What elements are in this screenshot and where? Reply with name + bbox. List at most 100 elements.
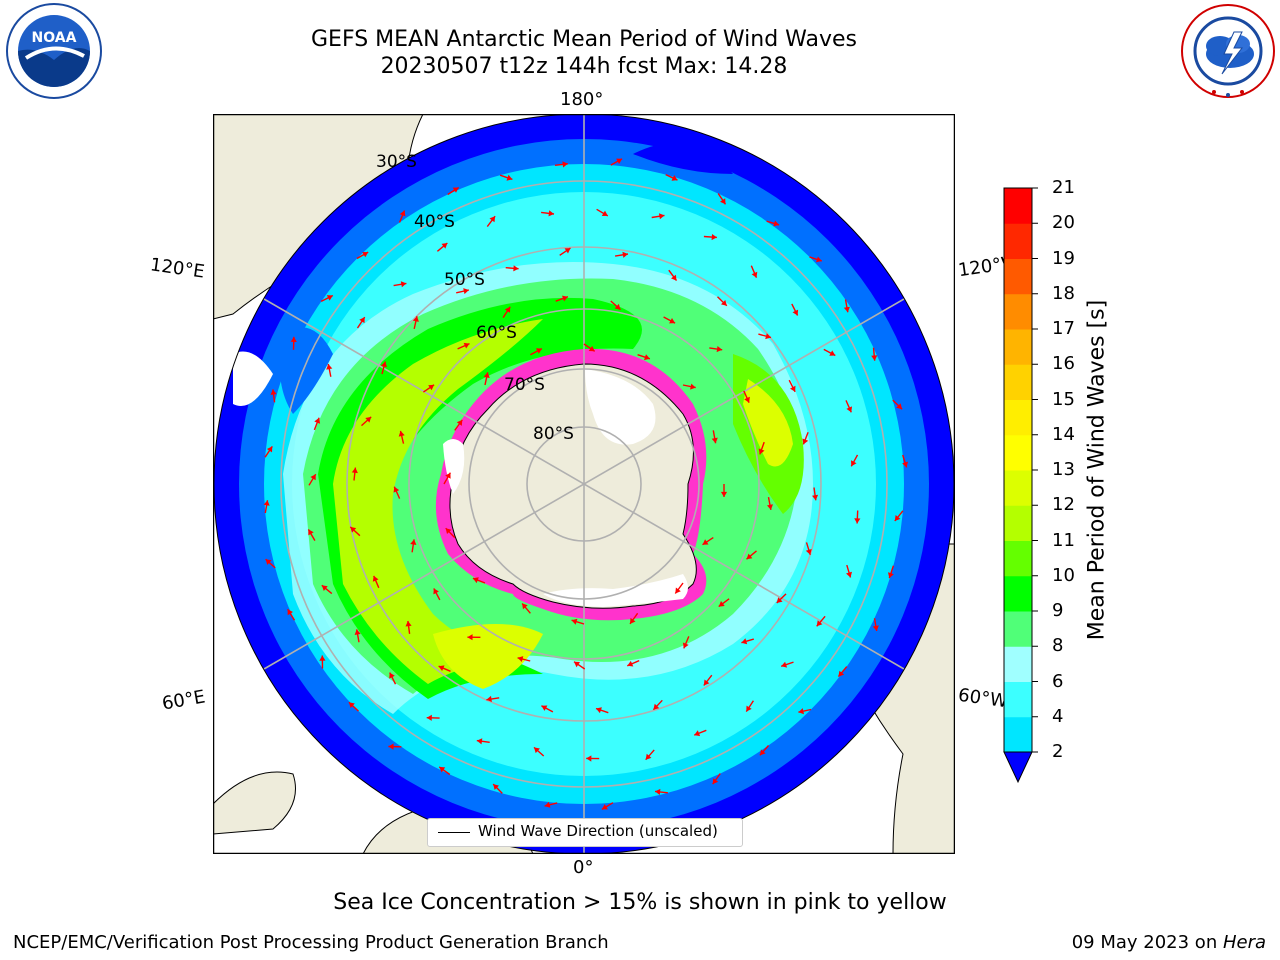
colorbar-tick-label: 21 — [1052, 177, 1075, 198]
wave-direction-arrowhead — [326, 364, 333, 370]
colorbar-segment — [1004, 575, 1032, 612]
wave-direction-arrowhead — [266, 446, 273, 453]
colorbar-tick-label: 15 — [1052, 388, 1075, 410]
wave-direction-arrowhead — [746, 705, 752, 712]
wave-direction-arrowhead — [790, 385, 796, 392]
wave-direction-arrowhead — [671, 274, 677, 281]
wave-direction-arrowhead — [744, 396, 750, 403]
wave-direction-arrowhead — [452, 187, 459, 193]
wave-direction-arrowhead — [751, 271, 758, 278]
lat-label-50s: 50°S — [444, 270, 485, 290]
map-legend: Wind Wave Direction (unscaled) — [427, 818, 743, 847]
colorbar-tick-label: 2 — [1052, 741, 1064, 762]
wave-direction-arrowhead — [720, 198, 726, 205]
wave-direction-arrowhead — [767, 504, 773, 510]
colorbar-label: Mean Period of Wind Waves [s] — [1084, 299, 1110, 641]
noaa-logo: NOAA — [4, 2, 104, 100]
wave-direction-arrowhead — [265, 559, 272, 565]
chart-subtitle: 20230507 t12z 144h fcst Max: 14.28 — [380, 54, 788, 79]
wave-direction-arrowhead — [746, 553, 753, 560]
wave-direction-arrowhead — [622, 251, 628, 258]
colorbar-segment — [1004, 505, 1032, 541]
noaa-logo-text: NOAA — [32, 30, 77, 46]
land-madagascar — [813, 114, 955, 254]
legend-line-swatch — [438, 832, 470, 833]
wave-direction-arrowhead — [399, 210, 406, 217]
wave-direction-arrowhead — [718, 601, 725, 607]
colorbar-tick-label: 20 — [1052, 212, 1075, 234]
lon-label-180: 180° — [560, 89, 604, 110]
wave-direction-arrowhead — [400, 281, 407, 288]
wave-direction-arrowhead — [326, 295, 333, 301]
wave-direction-arrowhead — [690, 383, 696, 390]
wave-direction-arrowhead — [703, 679, 710, 686]
wave-direction-arrowhead — [350, 526, 357, 533]
polar-map — [212, 113, 956, 855]
wave-direction-arrowhead — [308, 529, 314, 536]
wave-direction-arrowhead — [851, 460, 857, 467]
wave-direction-arrowhead — [489, 216, 496, 223]
wave-direction-arrowhead — [438, 665, 445, 672]
wave-direction-arrowhead — [798, 708, 804, 715]
colorbar-tick-label: 9 — [1052, 600, 1064, 621]
wave-direction-arrowhead — [463, 342, 470, 349]
wave-direction-arrowhead — [682, 642, 689, 649]
colorbar-segment — [1004, 470, 1032, 506]
wave-direction-arrowhead — [655, 788, 661, 795]
wave-direction-arrowhead — [486, 695, 492, 702]
wave-direction-arrowhead — [463, 288, 469, 295]
wave-direction-arrowhead — [433, 588, 439, 595]
lon-label-60e: 60°E — [160, 686, 207, 715]
wave-direction-arrowhead — [829, 350, 836, 356]
wave-direction-arrowhead — [534, 747, 540, 754]
colorbar-tick-label: 16 — [1052, 353, 1075, 375]
wave-direction-arrowhead — [781, 661, 788, 668]
wave-direction-arrowhead — [472, 577, 479, 584]
wave-direction-arrowhead — [586, 755, 592, 762]
wave-direction-arrowhead — [671, 175, 678, 181]
wave-direction-arrowhead — [838, 670, 845, 677]
wind-wave-arrows — [263, 158, 908, 810]
wave-direction-arrowhead — [393, 486, 400, 493]
wave-direction-arrowhead — [773, 220, 780, 227]
wave-direction-arrowhead — [372, 575, 379, 582]
wave-direction-arrowhead — [741, 638, 748, 645]
wave-direction-arrowhead — [445, 472, 451, 479]
wave-direction-arrowhead — [645, 753, 652, 760]
wave-direction-arrowhead — [506, 174, 513, 181]
wave-direction-arrowhead — [802, 438, 809, 445]
wave-direction-arrowhead — [792, 309, 799, 316]
wave-direction-arrowhead — [426, 714, 432, 721]
colorbar-tick-label: 12 — [1052, 494, 1075, 516]
wave-direction-arrowhead — [630, 617, 636, 624]
wave-direction-arrowhead — [675, 587, 681, 594]
wave-direction-arrowhead — [614, 303, 621, 310]
wave-direction-arrowhead — [441, 243, 448, 249]
wave-direction-arrowhead — [562, 161, 568, 168]
wave-direction-arrowhead — [702, 539, 709, 545]
wave-direction-arrowhead — [410, 539, 417, 545]
wave-direction-arrowhead — [456, 419, 463, 426]
wave-direction-arrowhead — [894, 515, 901, 521]
wave-direction-arrowhead — [596, 707, 602, 714]
colorbar-under-arrow — [1003, 751, 1033, 784]
chart-title: GEFS MEAN Antarctic Mean Period of Wind … — [311, 27, 857, 52]
wave-direction-arrowhead — [694, 730, 701, 737]
colorbar-tick-label: 6 — [1052, 670, 1064, 692]
wave-direction-arrowhead — [562, 295, 568, 302]
wave-direction-arrowhead — [522, 603, 528, 610]
wave-direction-arrowhead — [711, 437, 718, 444]
wave-direction-arrowhead — [564, 248, 571, 254]
wave-direction-arrowhead — [601, 210, 608, 216]
wave-direction-arrowhead — [759, 749, 766, 756]
colorbar-segment — [1004, 681, 1032, 718]
wave-direction-arrowhead — [290, 336, 297, 342]
wave-direction-arrowhead — [314, 417, 321, 424]
wave-direction-arrowhead — [871, 355, 878, 361]
wave-direction-arrowhead — [669, 318, 676, 324]
wave-direction-arrowhead — [541, 705, 548, 711]
wave-direction-arrowhead — [574, 661, 580, 668]
wave-direction-arrowhead — [365, 416, 372, 423]
lat-label-40s: 40°S — [414, 212, 455, 232]
wave-direction-arrowhead — [493, 784, 499, 790]
